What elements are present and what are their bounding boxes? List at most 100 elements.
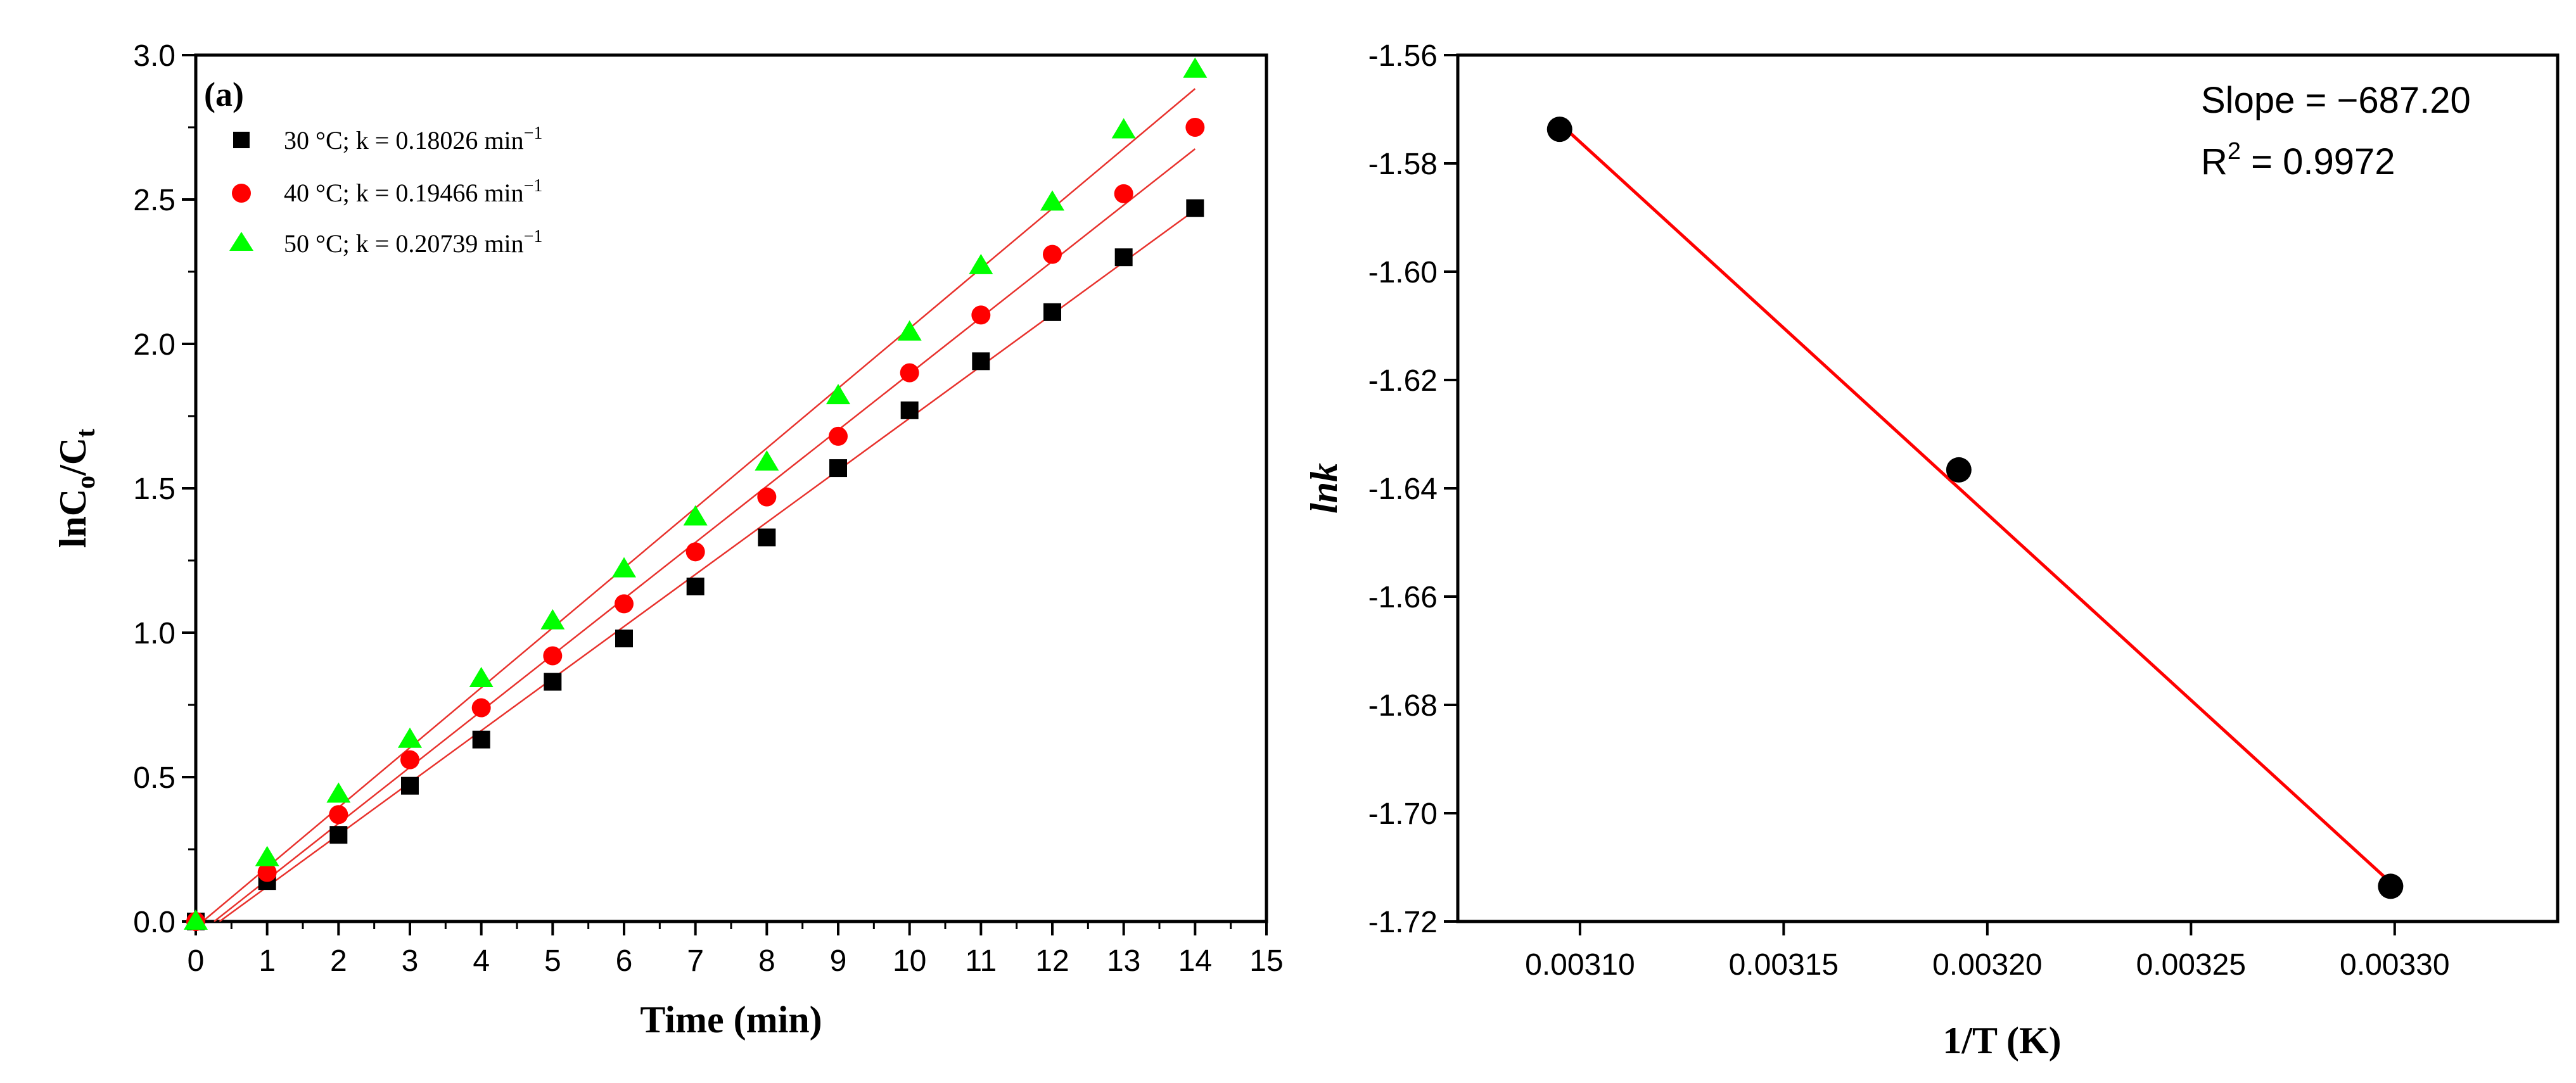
- a-y-tick-label: 1.0: [133, 617, 175, 650]
- a-x-tick-label: 1: [258, 944, 276, 978]
- legend-exp-50c: −1: [524, 227, 543, 246]
- point-series-0: [401, 776, 419, 795]
- b-y-tick-label: -1.72: [1368, 906, 1438, 939]
- panel-a-legend: 30 °C; k = 0.18026 min−1 40 °C; k = 0.19…: [229, 124, 542, 258]
- point-series-1: [543, 646, 563, 666]
- point-series-2: [1183, 57, 1208, 78]
- legend-label-50c: 50 °C; k = 0.20739 min−1: [284, 227, 542, 258]
- point-series-0: [472, 730, 490, 749]
- point-series-0: [758, 528, 776, 547]
- point-series-2: [540, 609, 565, 630]
- point-series-0: [329, 826, 348, 844]
- point-series-2: [1040, 190, 1064, 211]
- point-series-1: [971, 305, 991, 325]
- panel-b-ticks: 0.00310 0.00315 0.00320 0.00325 0.00330 -1.72…: [1368, 39, 2450, 982]
- y-title-sub-o: o: [72, 476, 101, 489]
- b-x-tick-label: 0.00310: [1525, 948, 1635, 982]
- a-y-tick-label: 2.5: [133, 184, 175, 217]
- point-series-1: [615, 594, 634, 614]
- point-series-2: [326, 782, 351, 803]
- fit-line-series-0: [219, 209, 1196, 923]
- b-x-tick-label: 0.00325: [2136, 948, 2247, 982]
- a-x-tick-label: 12: [1035, 944, 1069, 978]
- point-series-1: [1114, 184, 1133, 203]
- legend-label-30c: 30 °C; k = 0.18026 min−1: [284, 124, 542, 155]
- b-y-tick-label: -1.58: [1368, 148, 1438, 181]
- panel-a-label: (a): [204, 75, 244, 113]
- point-series-0: [686, 578, 705, 596]
- point-series-2: [969, 253, 993, 274]
- panel-b-x-axis-title: 1/T (K): [1942, 1020, 2061, 1061]
- a-x-tick-label: 13: [1107, 944, 1140, 978]
- legend-marker-40c: [232, 184, 251, 203]
- point-series-0: [615, 630, 633, 648]
- point-series-1: [685, 542, 705, 562]
- point-series-2: [255, 846, 279, 866]
- y-title-slash: /C: [52, 438, 94, 476]
- panel-b-fit-line: [1559, 122, 2392, 884]
- a-y-tick-label: 3.0: [133, 39, 175, 73]
- point-series-0: [1114, 248, 1133, 267]
- a-y-tick-label: 1.5: [133, 472, 175, 506]
- point-series-2: [398, 727, 422, 748]
- legend-label-40c: 40 °C; k = 0.19466 min−1: [284, 176, 542, 207]
- a-y-tick-label: 0.5: [133, 761, 175, 795]
- b-y-tick-label: -1.62: [1368, 364, 1438, 398]
- a-x-tick-label: 3: [402, 944, 419, 978]
- panel-b-y-axis-title: lnk: [1303, 463, 1345, 514]
- a-x-tick-label: 5: [544, 944, 561, 978]
- lnk-point: [2378, 873, 2404, 899]
- point-series-2: [184, 909, 208, 930]
- a-x-tick-label: 10: [893, 944, 926, 978]
- lnk-point: [1946, 457, 1972, 483]
- point-series-2: [1111, 118, 1136, 139]
- a-x-tick-label: 2: [330, 944, 347, 978]
- point-series-1: [329, 805, 348, 825]
- panel-b-plot-frame: [1456, 53, 2560, 923]
- panel-a-y-axis-title: lnCo/Ct: [52, 429, 101, 548]
- fit-line-series-2: [202, 88, 1196, 922]
- point-series-1: [757, 487, 777, 507]
- point-series-1: [400, 750, 419, 770]
- legend-marker-50c: [229, 232, 253, 251]
- legend-exp-40c: −1: [524, 176, 543, 196]
- b-x-tick-label: 0.00320: [1932, 948, 2043, 982]
- point-series-2: [826, 384, 850, 405]
- point-series-1: [900, 363, 919, 383]
- panel-b-data-points: [1546, 117, 2404, 899]
- point-series-2: [755, 450, 779, 471]
- slope-annotation: Slope = −687.20: [2201, 80, 2471, 121]
- b-x-tick-label: 0.00315: [1729, 948, 1839, 982]
- legend-marker-30c: [233, 132, 250, 148]
- point-series-1: [471, 698, 491, 718]
- b-y-tick-label: -1.70: [1368, 797, 1438, 831]
- a-y-tick-label: 2.0: [133, 328, 175, 362]
- panel-a-fit-lines: [202, 88, 1196, 923]
- r-squared-annotation: R2 = 0.9972: [2201, 138, 2395, 182]
- point-series-0: [829, 459, 847, 478]
- panel-a-data-points: [184, 57, 1208, 931]
- a-x-tick-label: 15: [1249, 944, 1283, 978]
- point-series-0: [900, 401, 919, 419]
- b-y-tick-label: -1.66: [1368, 581, 1438, 614]
- a-x-tick-label: 14: [1178, 944, 1212, 978]
- a-y-tick-label: 0.0: [133, 906, 175, 939]
- a-x-tick-label: 4: [473, 944, 490, 978]
- panel-a: 0 1 2 3 4 5 6 7 8 9 10 11 12 13 14 150.00.51.01.52.02.5…: [52, 39, 1284, 1041]
- fit-line-series-1: [214, 148, 1196, 922]
- point-series-0: [972, 352, 990, 370]
- b-y-tick-label: -1.56: [1368, 39, 1438, 73]
- a-x-tick-label: 9: [830, 944, 847, 978]
- point-series-0: [1043, 303, 1061, 321]
- point-series-0: [1186, 199, 1204, 217]
- point-series-0: [544, 673, 562, 691]
- panel-a-ticks: 0 1 2 3 4 5 6 7 8 9 10 11 12 13 14 150.00.51.01.52.02.5…: [133, 39, 1283, 978]
- point-series-2: [469, 666, 494, 687]
- a-x-tick-label: 0: [188, 944, 205, 978]
- panel-a-x-axis-title: Time (min): [640, 999, 822, 1041]
- point-series-1: [257, 863, 277, 882]
- point-series-1: [1185, 118, 1205, 137]
- panel-b: 0.00310 0.00315 0.00320 0.00325 0.00330 -1.72…: [1303, 39, 2560, 1061]
- a-x-tick-label: 7: [687, 944, 704, 978]
